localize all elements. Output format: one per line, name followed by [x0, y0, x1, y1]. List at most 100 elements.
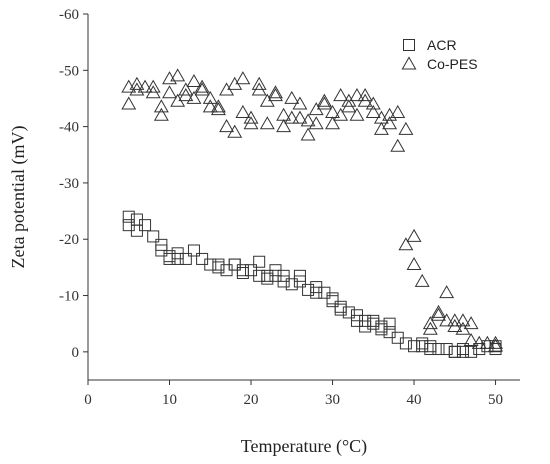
x-tick-label: 40	[407, 392, 422, 408]
copes-point	[268, 88, 283, 102]
copes-point	[479, 335, 495, 349]
acr-point	[416, 340, 429, 353]
copes-point	[170, 68, 186, 82]
x-tick-label: 20	[244, 392, 259, 408]
acr-point	[277, 269, 290, 282]
copes-point	[455, 313, 471, 327]
data-points	[121, 68, 504, 358]
copes-point	[414, 273, 430, 287]
y-tick-label: -50	[59, 63, 79, 79]
acr-point	[302, 283, 315, 296]
acr-point	[408, 340, 421, 353]
copes-point	[325, 116, 340, 130]
acr-point	[448, 345, 461, 358]
copes-point	[488, 338, 504, 352]
copes-point	[276, 119, 292, 133]
acr-point	[147, 230, 160, 243]
copes-point	[316, 96, 332, 110]
y-tick-label: 0	[72, 345, 80, 361]
copes-point	[121, 96, 137, 110]
copes-point	[398, 121, 414, 135]
acr-point	[253, 255, 266, 268]
copes-point	[422, 316, 438, 330]
copes-point	[471, 335, 487, 349]
acr-point	[293, 269, 306, 282]
copes-point	[162, 71, 177, 85]
copes-point	[153, 107, 169, 121]
x-tick-label: 30	[325, 392, 340, 408]
copes-point	[194, 82, 210, 96]
copes-point	[210, 102, 226, 116]
copes-point	[251, 82, 267, 96]
legend-acr-marker	[403, 39, 415, 51]
copes-point	[178, 82, 194, 96]
copes-point	[439, 313, 455, 327]
copes-point	[243, 116, 259, 130]
copes-point	[382, 116, 398, 130]
copes-point	[406, 256, 422, 271]
copes-point	[145, 79, 161, 93]
copes-point	[365, 104, 381, 118]
copes-point	[333, 88, 349, 102]
copes-point	[210, 99, 226, 113]
copes-point	[390, 104, 406, 118]
copes-point	[292, 110, 308, 124]
acr-point	[456, 345, 469, 358]
acr-point	[310, 286, 323, 299]
copes-point	[227, 124, 243, 138]
acr-point	[440, 343, 453, 356]
y-tick-label: -10	[59, 289, 79, 305]
acr-point	[399, 337, 412, 350]
copes-point	[129, 76, 145, 90]
copes-point	[292, 96, 308, 110]
x-tick-label: 0	[84, 392, 92, 408]
legend-copes-marker	[401, 56, 417, 70]
acr-point	[212, 261, 225, 274]
copes-point	[422, 321, 438, 335]
copes-point	[349, 107, 365, 121]
copes-point	[463, 332, 479, 347]
acr-point	[236, 267, 249, 280]
acr-point	[473, 343, 486, 356]
copes-point	[308, 116, 324, 130]
copes-point	[398, 237, 414, 251]
copes-point	[235, 104, 251, 118]
copes-point	[488, 335, 504, 349]
y-axis-title: Zeta potential (mV)	[8, 126, 29, 269]
acr-point	[432, 343, 445, 356]
acr-point	[261, 272, 274, 285]
copes-point	[357, 88, 373, 102]
acr-point	[334, 303, 347, 316]
acr-point	[448, 345, 461, 358]
acr-point	[187, 244, 200, 257]
copes-point	[259, 116, 275, 130]
axes	[87, 14, 520, 381]
copes-point	[243, 110, 259, 124]
copes-point	[202, 90, 218, 104]
acr-point	[383, 317, 396, 330]
copes-point	[268, 85, 283, 99]
copes-point	[365, 96, 381, 110]
acr-point	[424, 343, 437, 356]
acr-point	[456, 343, 469, 356]
copes-point	[202, 99, 218, 113]
y-tick-label: -60	[59, 7, 79, 23]
copes-point	[447, 313, 463, 327]
acr-point	[253, 269, 266, 282]
acr-point	[342, 306, 355, 319]
acr-point	[122, 210, 135, 223]
copes-point	[145, 85, 161, 99]
copes-point	[300, 127, 316, 141]
copes-point	[341, 99, 357, 113]
acr-point	[139, 219, 152, 232]
copes-point	[463, 316, 479, 330]
y-tick-label: -30	[59, 176, 79, 192]
copes-point	[162, 85, 177, 99]
copes-point	[431, 304, 446, 318]
copes-point	[349, 88, 365, 102]
copes-point	[300, 113, 316, 127]
copes-point	[284, 90, 300, 104]
y-tick-label: -40	[59, 120, 79, 136]
copes-point	[431, 307, 446, 321]
